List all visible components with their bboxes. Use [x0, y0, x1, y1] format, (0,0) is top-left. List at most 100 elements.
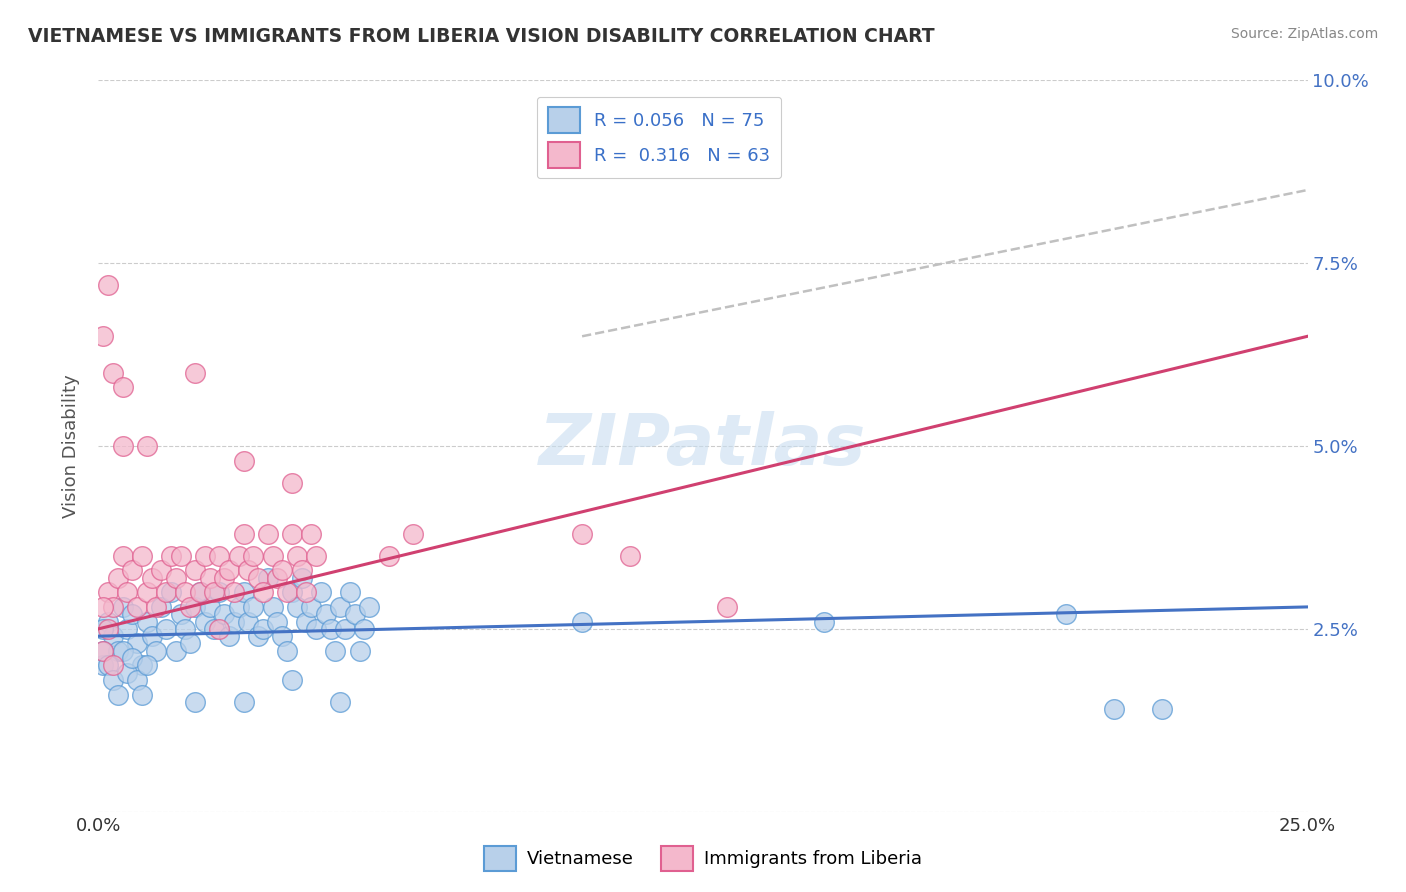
Point: [232, 526, 254, 541]
Point: [242, 549, 264, 563]
Point: [155, 622, 177, 636]
Point: [319, 622, 342, 636]
Point: [716, 599, 738, 614]
Point: [150, 599, 173, 614]
Point: [813, 615, 835, 629]
Point: [290, 563, 312, 577]
Point: [339, 585, 361, 599]
Point: [238, 563, 260, 577]
Point: [299, 526, 322, 541]
Point: [97, 278, 120, 293]
Point: [242, 599, 264, 614]
Point: [281, 585, 304, 599]
Point: [101, 366, 124, 380]
Point: [402, 526, 425, 541]
Point: [285, 549, 308, 563]
Point: [232, 453, 254, 467]
Point: [343, 607, 366, 622]
Point: [262, 549, 284, 563]
Point: [1152, 702, 1174, 716]
Y-axis label: Vision Disability: Vision Disability: [62, 374, 80, 518]
Point: [111, 549, 134, 563]
Point: [141, 629, 163, 643]
Point: [295, 615, 318, 629]
Point: [208, 585, 231, 599]
Point: [169, 549, 191, 563]
Legend: R = 0.056   N = 75, R =  0.316   N = 63: R = 0.056 N = 75, R = 0.316 N = 63: [537, 96, 782, 178]
Point: [150, 563, 173, 577]
Point: [127, 673, 149, 687]
Point: [174, 622, 197, 636]
Point: [101, 658, 124, 673]
Point: [165, 644, 187, 658]
Point: [141, 571, 163, 585]
Point: [135, 615, 157, 629]
Text: VIETNAMESE VS IMMIGRANTS FROM LIBERIA VISION DISABILITY CORRELATION CHART: VIETNAMESE VS IMMIGRANTS FROM LIBERIA VI…: [28, 27, 935, 45]
Point: [329, 695, 352, 709]
Point: [117, 665, 139, 680]
Point: [91, 644, 114, 658]
Point: [165, 571, 187, 585]
Point: [101, 629, 124, 643]
Point: [256, 526, 278, 541]
Point: [121, 563, 143, 577]
Point: [281, 673, 304, 687]
Point: [184, 695, 207, 709]
Point: [135, 658, 157, 673]
Point: [271, 563, 294, 577]
Point: [315, 607, 337, 622]
Point: [281, 526, 304, 541]
Point: [111, 599, 134, 614]
Point: [204, 585, 226, 599]
Point: [117, 585, 139, 599]
Point: [188, 585, 211, 599]
Point: [247, 571, 270, 585]
Point: [285, 599, 308, 614]
Point: [252, 585, 274, 599]
Point: [247, 629, 270, 643]
Point: [305, 549, 328, 563]
Point: [97, 615, 120, 629]
Point: [184, 563, 207, 577]
Point: [212, 571, 235, 585]
Point: [232, 695, 254, 709]
Point: [97, 585, 120, 599]
Point: [188, 585, 211, 599]
Point: [160, 585, 183, 599]
Point: [266, 615, 288, 629]
Point: [218, 563, 240, 577]
Point: [117, 622, 139, 636]
Point: [222, 615, 245, 629]
Point: [131, 688, 153, 702]
Point: [91, 599, 114, 614]
Text: ZIPatlas: ZIPatlas: [540, 411, 866, 481]
Point: [91, 644, 114, 658]
Legend: Vietnamese, Immigrants from Liberia: Vietnamese, Immigrants from Liberia: [477, 838, 929, 879]
Point: [208, 622, 231, 636]
Point: [353, 622, 375, 636]
Point: [271, 629, 294, 643]
Point: [91, 622, 114, 636]
Point: [252, 622, 274, 636]
Point: [179, 599, 201, 614]
Point: [299, 599, 322, 614]
Point: [305, 622, 328, 636]
Text: Source: ZipAtlas.com: Source: ZipAtlas.com: [1230, 27, 1378, 41]
Point: [349, 644, 371, 658]
Point: [329, 599, 352, 614]
Point: [135, 439, 157, 453]
Point: [198, 571, 221, 585]
Point: [174, 585, 197, 599]
Point: [256, 571, 278, 585]
Point: [325, 644, 347, 658]
Point: [262, 599, 284, 614]
Point: [276, 585, 298, 599]
Point: [107, 571, 129, 585]
Point: [290, 571, 312, 585]
Point: [1054, 607, 1077, 622]
Point: [222, 585, 245, 599]
Point: [127, 599, 149, 614]
Point: [571, 615, 593, 629]
Point: [91, 329, 114, 343]
Point: [1102, 702, 1125, 716]
